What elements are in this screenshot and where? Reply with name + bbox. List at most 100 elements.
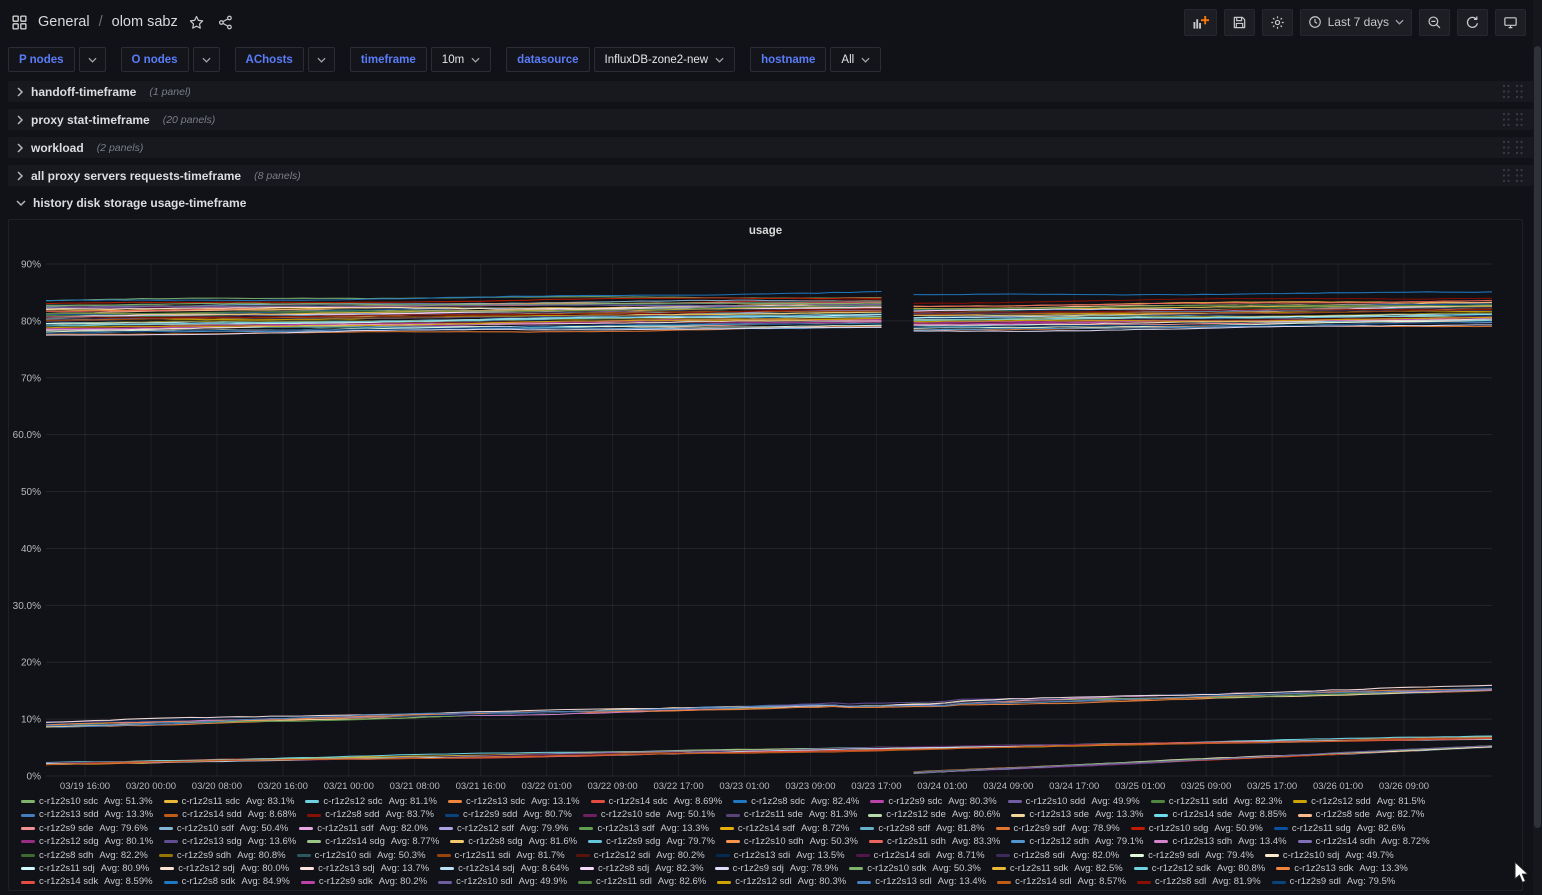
row-drag-handle[interactable]	[1501, 112, 1524, 127]
legend-item-c-r1z2s9-sdg[interactable]: c-r1z2s9 sdgAvg: 79.7%	[588, 835, 715, 848]
row-proxy-stat-timeframe[interactable]: proxy stat-timeframe(20 panels)	[8, 109, 1534, 130]
variable-label-hostname[interactable]: hostname	[750, 47, 826, 72]
variable-dropdown-o-nodes[interactable]	[193, 47, 220, 72]
variable-label-p-nodes[interactable]: P nodes	[8, 47, 75, 72]
row-all-proxy-servers-requests-timeframe[interactable]: all proxy servers requests-timeframe(8 p…	[8, 165, 1534, 186]
legend-item-c-r1z2s12-sdi[interactable]: c-r1z2s12 sdiAvg: 80.2%	[576, 849, 705, 862]
row-drag-handle[interactable]	[1501, 84, 1524, 99]
legend-item-c-r1z2s10-sdk[interactable]: c-r1z2s10 sdkAvg: 50.3%	[849, 862, 981, 875]
share-icon[interactable]	[216, 9, 236, 36]
legend-item-c-r1z2s14-sdj[interactable]: c-r1z2s14 sdjAvg: 8.64%	[440, 862, 569, 875]
legend-item-c-r1z2s13-sdg[interactable]: c-r1z2s13 sdgAvg: 13.6%	[164, 835, 296, 848]
legend-item-c-r1z2s8-sdc[interactable]: c-r1z2s8 sdcAvg: 82.4%	[733, 795, 859, 808]
variable-label-achosts[interactable]: AChosts	[235, 47, 304, 72]
legend-item-c-r1z2s11-sdl[interactable]: c-r1z2s11 sdlAvg: 82.6%	[578, 875, 706, 888]
legend-item-c-r1z2s12-sde[interactable]: c-r1z2s12 sdeAvg: 80.6%	[868, 808, 1000, 821]
legend-item-c-r1z2s13-sde[interactable]: c-r1z2s13 sdeAvg: 13.3%	[1011, 808, 1143, 821]
legend-item-c-r1z2s14-sdc[interactable]: c-r1z2s14 sdcAvg: 8.69%	[591, 795, 723, 808]
panel-title[interactable]: usage	[9, 220, 1522, 241]
legend-item-c-r1z2s14-sdg[interactable]: c-r1z2s14 sdgAvg: 8.77%	[307, 835, 439, 848]
legend-item-c-r1z2s10-sdc[interactable]: c-r1z2s10 sdcAvg: 51.3%	[21, 795, 153, 808]
save-icon[interactable]	[1224, 9, 1255, 36]
legend-item-c-r1z2s12-sdj[interactable]: c-r1z2s12 sdjAvg: 80.0%	[160, 862, 289, 875]
variable-label-datasource[interactable]: datasource	[506, 47, 589, 72]
legend-item-c-r1z2s8-sde[interactable]: c-r1z2s8 sdeAvg: 82.7%	[1298, 808, 1425, 821]
star-icon[interactable]	[187, 9, 207, 36]
legend-item-c-r1z2s14-sdi[interactable]: c-r1z2s14 sdiAvg: 8.71%	[856, 849, 985, 862]
legend-item-c-r1z2s14-sdk[interactable]: c-r1z2s14 sdkAvg: 8.59%	[21, 875, 153, 888]
variable-label-timeframe[interactable]: timeframe	[350, 47, 427, 72]
variable-value-hostname[interactable]: All	[830, 47, 881, 72]
variable-value-timeframe[interactable]: 10m	[431, 47, 491, 72]
breadcrumb-section[interactable]: General	[38, 14, 90, 30]
legend-item-c-r1z2s13-sdi[interactable]: c-r1z2s13 sdiAvg: 13.5%	[716, 849, 845, 862]
legend-item-c-r1z2s13-sdk[interactable]: c-r1z2s13 sdkAvg: 13.3%	[1276, 862, 1408, 875]
legend-item-c-r1z2s9-sdk[interactable]: c-r1z2s9 sdkAvg: 80.2%	[301, 875, 427, 888]
variable-dropdown-achosts[interactable]	[308, 47, 335, 72]
legend-item-c-r1z2s13-sdl[interactable]: c-r1z2s13 sdlAvg: 13.4%	[857, 875, 986, 888]
legend-item-c-r1z2s11-sde[interactable]: c-r1z2s11 sdeAvg: 81.3%	[726, 808, 857, 821]
legend-item-c-r1z2s8-sdg[interactable]: c-r1z2s8 sdgAvg: 81.6%	[450, 835, 577, 848]
legend-item-c-r1z2s13-sdh[interactable]: c-r1z2s13 sdhAvg: 13.4%	[1154, 835, 1286, 848]
legend-item-c-r1z2s10-sdj[interactable]: c-r1z2s10 sdjAvg: 49.7%	[1265, 849, 1394, 862]
legend-item-c-r1z2s9-sdf[interactable]: c-r1z2s9 sdfAvg: 78.9%	[996, 822, 1120, 835]
legend-item-c-r1z2s14-sdl[interactable]: c-r1z2s14 sdlAvg: 8.57%	[997, 875, 1126, 888]
legend-item-c-r1z2s11-sdj[interactable]: c-r1z2s11 sdjAvg: 80.9%	[21, 862, 149, 875]
legend-item-c-r1z2s9-sdi[interactable]: c-r1z2s9 sdiAvg: 79.4%	[1130, 849, 1254, 862]
legend-item-c-r1z2s8-sdf[interactable]: c-r1z2s8 sdfAvg: 81.8%	[860, 822, 984, 835]
legend-item-c-r1z2s11-sdi[interactable]: c-r1z2s11 sdiAvg: 81.7%	[437, 849, 565, 862]
legend-item-c-r1z2s12-sdd[interactable]: c-r1z2s12 sddAvg: 81.5%	[1293, 795, 1425, 808]
legend-item-c-r1z2s12-sdk[interactable]: c-r1z2s12 sdkAvg: 80.8%	[1134, 862, 1266, 875]
legend-item-c-r1z2s10-sdg[interactable]: c-r1z2s10 sdgAvg: 50.9%	[1131, 822, 1263, 835]
legend-item-c-r1z2s9-sdh[interactable]: c-r1z2s9 sdhAvg: 80.8%	[159, 849, 286, 862]
legend-item-c-r1z2s13-sdc[interactable]: c-r1z2s13 sdcAvg: 13.1%	[448, 795, 580, 808]
kiosk-icon[interactable]	[1495, 9, 1526, 36]
variable-dropdown-p-nodes[interactable]	[79, 47, 106, 72]
legend-item-c-r1z2s9-sdd[interactable]: c-r1z2s9 sddAvg: 80.7%	[445, 808, 572, 821]
legend-item-c-r1z2s10-sdf[interactable]: c-r1z2s10 sdfAvg: 50.4%	[159, 822, 288, 835]
legend-item-c-r1z2s13-sdj[interactable]: c-r1z2s13 sdjAvg: 13.7%	[300, 862, 429, 875]
legend-item-c-r1z2s9-sdl[interactable]: c-r1z2s9 sdlAvg: 79.5%	[1272, 875, 1396, 888]
row-handoff-timeframe[interactable]: handoff-timeframe(1 panel)	[8, 81, 1534, 102]
legend-item-c-r1z2s8-sdh[interactable]: c-r1z2s8 sdhAvg: 82.2%	[21, 849, 148, 862]
row-history-disk-storage-usage-timeframe[interactable]: history disk storage usage-timeframe	[8, 193, 1534, 213]
legend-item-c-r1z2s12-sdf[interactable]: c-r1z2s12 sdfAvg: 79.9%	[439, 822, 568, 835]
add-panel-button[interactable]	[1184, 9, 1217, 36]
legend-item-c-r1z2s8-sdi[interactable]: c-r1z2s8 sdiAvg: 82.0%	[996, 849, 1120, 862]
legend-item-c-r1z2s11-sdh[interactable]: c-r1z2s11 sdhAvg: 83.3%	[869, 835, 1000, 848]
legend-item-c-r1z2s11-sdd[interactable]: c-r1z2s11 sddAvg: 82.3%	[1151, 795, 1282, 808]
usage-chart[interactable]: 90%80%70%60.0%50%40%30.0%20%10%0%03/19 1…	[9, 241, 1522, 794]
legend-item-c-r1z2s11-sdf[interactable]: c-r1z2s11 sdfAvg: 82.0%	[299, 822, 428, 835]
legend-item-c-r1z2s13-sdd[interactable]: c-r1z2s13 sddAvg: 13.3%	[21, 808, 153, 821]
legend-item-c-r1z2s14-sde[interactable]: c-r1z2s14 sdeAvg: 8.85%	[1154, 808, 1286, 821]
legend-item-c-r1z2s10-sdi[interactable]: c-r1z2s10 sdiAvg: 50.3%	[297, 849, 426, 862]
variable-value-datasource[interactable]: InfluxDB-zone2-new	[594, 47, 736, 72]
row-drag-handle[interactable]	[1501, 168, 1524, 183]
legend-item-c-r1z2s8-sdk[interactable]: c-r1z2s8 sdkAvg: 84.9%	[164, 875, 290, 888]
row-drag-handle[interactable]	[1501, 140, 1524, 155]
zoom-out-icon[interactable]	[1419, 9, 1450, 36]
legend-item-c-r1z2s12-sdh[interactable]: c-r1z2s12 sdhAvg: 79.1%	[1011, 835, 1143, 848]
legend-item-c-r1z2s10-sdd[interactable]: c-r1z2s10 sddAvg: 49.9%	[1008, 795, 1140, 808]
legend-item-c-r1z2s12-sdl[interactable]: c-r1z2s12 sdlAvg: 80.3%	[717, 875, 846, 888]
page-scrollbar-thumb[interactable]	[1534, 46, 1541, 828]
legend-item-c-r1z2s11-sdc[interactable]: c-r1z2s11 sdcAvg: 83.1%	[164, 795, 295, 808]
legend-item-c-r1z2s8-sdj[interactable]: c-r1z2s8 sdjAvg: 82.3%	[580, 862, 704, 875]
legend-item-c-r1z2s13-sdf[interactable]: c-r1z2s13 sdfAvg: 13.3%	[579, 822, 708, 835]
legend-item-c-r1z2s11-sdk[interactable]: c-r1z2s11 sdkAvg: 82.5%	[992, 862, 1123, 875]
legend-item-c-r1z2s12-sdg[interactable]: c-r1z2s12 sdgAvg: 80.1%	[21, 835, 153, 848]
legend-item-c-r1z2s12-sdc[interactable]: c-r1z2s12 sdcAvg: 81.1%	[305, 795, 437, 808]
legend-item-c-r1z2s8-sdl[interactable]: c-r1z2s8 sdlAvg: 81.9%	[1137, 875, 1261, 888]
refresh-icon[interactable]	[1457, 9, 1488, 36]
legend-item-c-r1z2s14-sdh[interactable]: c-r1z2s14 sdhAvg: 8.72%	[1298, 835, 1430, 848]
legend-item-c-r1z2s9-sdc[interactable]: c-r1z2s9 sdcAvg: 80.3%	[870, 795, 996, 808]
legend-item-c-r1z2s14-sdf[interactable]: c-r1z2s14 sdfAvg: 8.72%	[720, 822, 849, 835]
row-workload[interactable]: workload(2 panels)	[8, 137, 1534, 158]
legend-item-c-r1z2s10-sde[interactable]: c-r1z2s10 sdeAvg: 50.1%	[583, 808, 715, 821]
legend-item-c-r1z2s10-sdl[interactable]: c-r1z2s10 sdlAvg: 49.9%	[438, 875, 567, 888]
variable-label-o-nodes[interactable]: O nodes	[121, 47, 189, 72]
gear-icon[interactable]	[1262, 9, 1293, 36]
legend-item-c-r1z2s9-sde[interactable]: c-r1z2s9 sdeAvg: 79.6%	[21, 822, 148, 835]
legend-item-c-r1z2s10-sdh[interactable]: c-r1z2s10 sdhAvg: 50.3%	[726, 835, 858, 848]
legend-item-c-r1z2s8-sdd[interactable]: c-r1z2s8 sddAvg: 83.7%	[307, 808, 434, 821]
